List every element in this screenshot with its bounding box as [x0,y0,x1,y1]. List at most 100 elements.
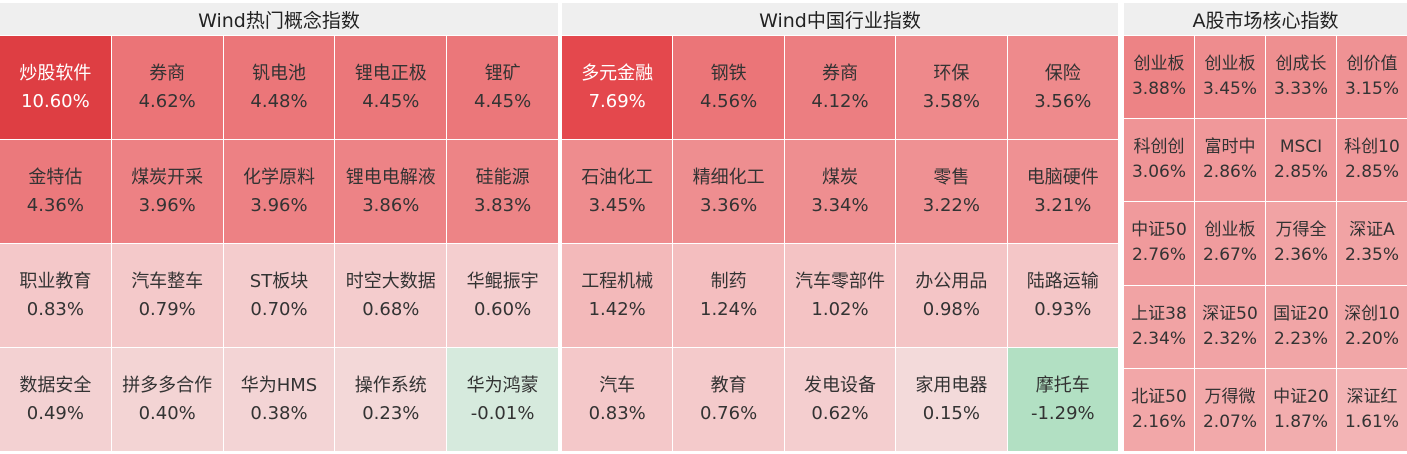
tile-name: 制药 [710,270,747,292]
tile-name: 万得全 [1275,220,1327,241]
tile: 精细化工 3.36% [673,140,784,243]
tile: 化学原料 3.96% [223,140,335,243]
tile-change: 0.68% [362,298,420,320]
tile-name: 华为HMS [240,374,318,396]
tile: 汽车 0.83% [562,348,673,451]
tile: 科创创 3.06% [1124,119,1194,202]
tile-change: 0.70% [250,298,308,320]
tile-name: 锂矿 [484,62,521,84]
tile: 石油化工 3.45% [562,140,673,243]
tile: 时空大数据 0.68% [335,244,447,347]
tile-change: 3.86% [362,194,420,216]
tile: 中证50 2.76% [1124,202,1194,285]
tile-name: 深证A [1349,220,1395,241]
tile-change: 2.16% [1131,411,1186,432]
tile-name: 深创10 [1344,303,1400,324]
tile-change: 3.06% [1131,162,1186,183]
tile: 金特估 4.36% [0,140,111,243]
tile-change: 0.83% [26,298,84,320]
tile-change: 10.60% [21,90,90,112]
tile: 华为HMS 0.38% [223,348,335,451]
tile-name: 北证50 [1131,386,1187,407]
tile-name: 国证20 [1273,303,1329,324]
tile-change: 0.79% [138,298,196,320]
tile-name: 职业教育 [19,270,92,292]
tile-change: 3.56% [1034,90,1092,112]
panel: Wind热门概念指数 炒股软件 10.60% 券商 4.62% 钒电池 4.48% 锂电正极… [0,3,558,451]
tile-name: 券商 [149,62,186,84]
tile-change: 3.45% [588,194,646,216]
tile-change: 1.42% [588,298,646,320]
tile: 家用电器 0.15% [896,348,1007,451]
tile-change: 4.48% [250,90,308,112]
panel-title: A股市场核心指数 [1124,3,1407,36]
tile-name: 教育 [710,374,747,396]
tile: 操作系统 0.23% [335,348,447,451]
tile: 富时中 2.86% [1195,119,1265,202]
tile-change: 3.45% [1202,79,1257,100]
tile: 炒股软件 10.60% [0,36,111,139]
tile: 数据安全 0.49% [0,348,111,451]
tile: 发电设备 0.62% [784,348,896,451]
tile-name: 上证38 [1131,303,1187,324]
tile-name: 汽车 [599,374,636,396]
panel: A股市场核心指数 创业板 3.88% 创业板 3.45% 创成长 3.33% 创价值 3.15… [1124,3,1407,451]
tile-change: 2.67% [1202,245,1257,266]
tile-name: 科创创 [1133,137,1185,158]
tile-name: 工程机械 [581,270,654,292]
tile-name: 券商 [821,62,858,84]
tile-name: 创业板 [1133,54,1185,75]
tile-change: 2.20% [1344,328,1399,349]
tile-name: 办公用品 [915,270,988,292]
tile: 硅能源 3.83% [447,140,558,243]
tile-change: 0.40% [138,402,196,424]
tile-name: 钢铁 [710,62,747,84]
tile-change: 2.36% [1273,245,1328,266]
tile-name: 家用电器 [915,374,988,396]
tile-grid: 创业板 3.88% 创业板 3.45% 创成长 3.33% 创价值 3.15% 科创创 3.06%… [1124,36,1407,451]
tile-name: 数据安全 [19,374,92,396]
tile-name: 摩托车 [1035,374,1090,396]
tile: 锂电正极 4.45% [335,36,447,139]
tile-change: 0.38% [250,402,308,424]
tile-name: 深证50 [1202,303,1258,324]
tile: 办公用品 0.98% [896,244,1007,347]
tile: 钢铁 4.56% [673,36,784,139]
tile-name: 煤炭开采 [131,166,204,188]
tile-name: 深证红 [1346,386,1398,407]
tile-change: 0.49% [26,402,84,424]
tile-change: 3.96% [250,194,308,216]
tile-name: 电脑硬件 [1026,166,1099,188]
tile-change: 3.96% [138,194,196,216]
tile-change: 0.98% [922,298,980,320]
tile-name: 金特估 [28,166,83,188]
tile-change: 3.83% [474,194,532,216]
tile: 陆路运输 0.93% [1007,244,1118,347]
tile: 中证20 1.87% [1266,368,1336,451]
panel-title: Wind热门概念指数 [0,3,558,36]
tile: 锂电电解液 3.86% [335,140,447,243]
tile-name: 创价值 [1346,54,1398,75]
tile-change: 3.15% [1344,79,1399,100]
tile: 上证38 2.34% [1124,285,1194,368]
tile-name: 保险 [1044,62,1081,84]
tile: 锂矿 4.45% [447,36,558,139]
tile-name: 锂电电解液 [345,166,436,188]
tile: 创业板 2.67% [1195,202,1265,285]
tile-change: 0.76% [700,402,758,424]
tile-change: 4.45% [474,90,532,112]
tile: 深证A 2.35% [1337,202,1407,285]
tile: 煤炭 3.34% [784,140,896,243]
tile-change: 1.24% [700,298,758,320]
tile: 华鲲振宇 0.60% [447,244,558,347]
tile-change: -0.01% [470,402,535,424]
tile-change: 2.86% [1202,162,1257,183]
tile-name: 汽车整车 [131,270,204,292]
tile-change: 7.69% [588,90,646,112]
tile-change: -1.29% [1030,402,1095,424]
tile-change: 2.76% [1131,245,1186,266]
tile: 保险 3.56% [1007,36,1118,139]
tile-name: 操作系统 [354,374,427,396]
tile: 教育 0.76% [673,348,784,451]
tile-change: 4.62% [138,90,196,112]
